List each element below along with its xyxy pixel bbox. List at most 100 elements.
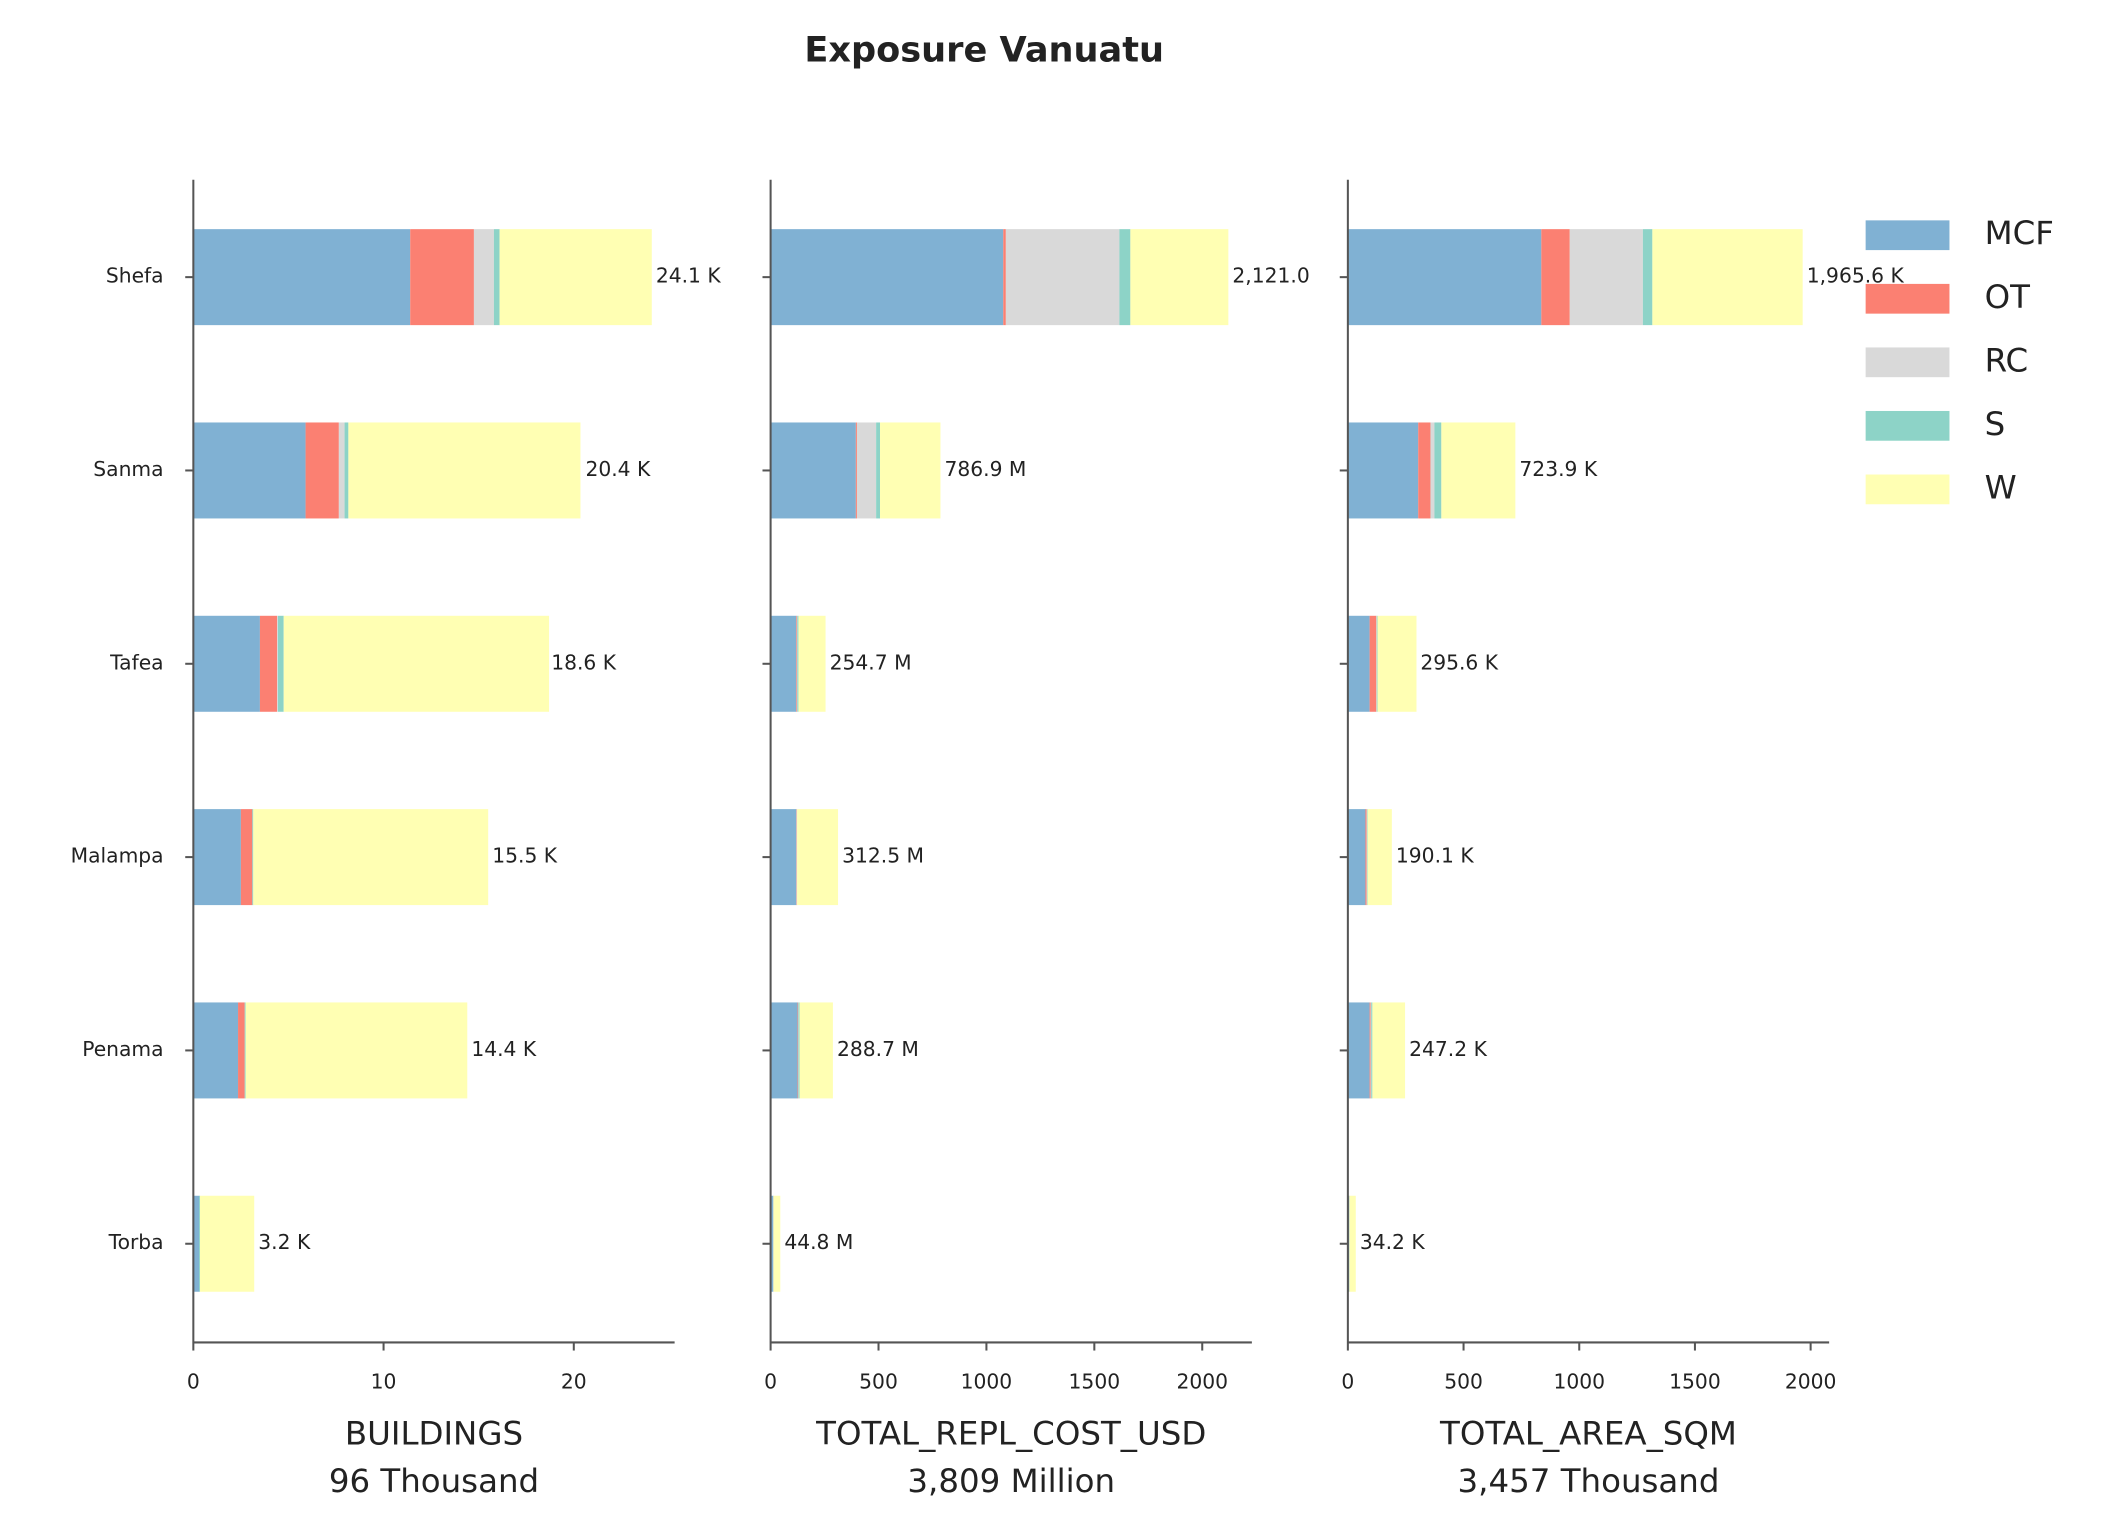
bar-segment bbox=[773, 1195, 781, 1292]
x-tick-label: 1000 bbox=[961, 1369, 1013, 1393]
bar-segment bbox=[1369, 615, 1377, 712]
bar-segment bbox=[348, 422, 581, 519]
bar-segment bbox=[240, 809, 253, 906]
total-label: 295.6 K bbox=[1420, 650, 1498, 674]
bar-segment bbox=[193, 229, 411, 326]
bar-segment bbox=[344, 422, 349, 519]
bar-segment bbox=[1347, 1002, 1370, 1099]
x-tick-label: 20 bbox=[561, 1369, 587, 1393]
total-label: 18.6 K bbox=[551, 650, 617, 674]
legend-label: MCF bbox=[1985, 214, 2054, 252]
bar-segment bbox=[277, 615, 278, 712]
legend-swatch bbox=[1865, 283, 1950, 314]
bar-segment bbox=[1347, 229, 1542, 326]
y-tick-label: Malampa bbox=[71, 844, 164, 868]
bar-segment bbox=[252, 809, 254, 906]
bar-segment bbox=[1003, 229, 1006, 326]
x-tick-label: 2000 bbox=[1785, 1369, 1837, 1393]
bar-segment bbox=[1376, 615, 1378, 712]
bar-segment bbox=[770, 422, 856, 519]
bar-segment bbox=[244, 1002, 246, 1099]
bar-segment bbox=[493, 229, 500, 326]
x-tick-label: 500 bbox=[859, 1369, 898, 1393]
total-label: 190.1 K bbox=[1396, 844, 1474, 868]
bar-segment bbox=[259, 615, 278, 712]
bar-segment bbox=[770, 229, 1004, 326]
bar-segment bbox=[770, 615, 797, 712]
total-label: 20.4 K bbox=[585, 457, 651, 481]
total-label: 3.2 K bbox=[258, 1230, 311, 1254]
x-axis-label: TOTAL_AREA_SQM bbox=[1439, 1415, 1737, 1453]
bar-segment bbox=[876, 422, 881, 519]
x-tick-label: 1500 bbox=[1669, 1369, 1721, 1393]
bar-segment bbox=[193, 615, 260, 712]
legend-label: S bbox=[1985, 405, 2006, 443]
bar-segment bbox=[193, 1002, 239, 1099]
bar-segment bbox=[253, 809, 489, 906]
bar-segment bbox=[1119, 229, 1131, 326]
total-label: 44.8 M bbox=[784, 1230, 853, 1254]
bar-segment bbox=[1349, 1195, 1356, 1292]
chart-title: Exposure Vanuatu bbox=[804, 29, 1164, 70]
bar-segment bbox=[283, 615, 550, 712]
total-label: 312.5 M bbox=[842, 844, 924, 868]
y-tick-label: Tafea bbox=[109, 650, 163, 674]
total-label: 2,121.0 bbox=[1232, 264, 1309, 288]
x-axis-total: 3,809 Million bbox=[907, 1462, 1115, 1500]
x-axis-total: 96 Thousand bbox=[329, 1462, 539, 1500]
bar-segment bbox=[1569, 229, 1643, 326]
bar-segment bbox=[798, 615, 826, 712]
total-label: 723.9 K bbox=[1519, 457, 1597, 481]
bar-segment bbox=[199, 1195, 255, 1292]
bar-segment bbox=[1372, 1002, 1406, 1099]
bar-segment bbox=[199, 1195, 200, 1292]
total-label: 34.2 K bbox=[1360, 1230, 1426, 1254]
bar-segment bbox=[410, 229, 474, 326]
total-label: 1,965.6 K bbox=[1807, 264, 1905, 288]
total-label: 15.5 K bbox=[492, 844, 558, 868]
bar-segment bbox=[798, 1002, 800, 1099]
bar-segment bbox=[193, 422, 306, 519]
bar-segment bbox=[338, 422, 345, 519]
bar-segment bbox=[1541, 229, 1570, 326]
bar-segment bbox=[799, 1002, 833, 1099]
bar-segment bbox=[797, 809, 839, 906]
bar-segment bbox=[1347, 615, 1370, 712]
bar-segment bbox=[499, 229, 652, 326]
legend-swatch bbox=[1865, 220, 1950, 251]
total-label: 786.9 M bbox=[944, 457, 1026, 481]
x-tick-label: 0 bbox=[764, 1369, 777, 1393]
bar-segment bbox=[1418, 422, 1431, 519]
bar-segment bbox=[1377, 615, 1417, 712]
total-label: 14.4 K bbox=[471, 1037, 537, 1061]
total-label: 254.7 M bbox=[830, 650, 912, 674]
bar-segment bbox=[1365, 809, 1367, 906]
total-label: 24.1 K bbox=[656, 264, 722, 288]
legend-label: OT bbox=[1985, 278, 2031, 316]
bar-segment bbox=[856, 422, 877, 519]
bar-segment bbox=[1371, 1002, 1373, 1099]
x-tick-label: 500 bbox=[1444, 1369, 1483, 1393]
bar-segment bbox=[880, 422, 941, 519]
bar-segment bbox=[855, 422, 857, 519]
bar-segment bbox=[1430, 422, 1435, 519]
bar-segment bbox=[1652, 229, 1803, 326]
bar-segment bbox=[770, 809, 797, 906]
y-tick-label: Sanma bbox=[93, 457, 163, 481]
bar-segment bbox=[245, 1002, 468, 1099]
total-label: 288.7 M bbox=[837, 1037, 919, 1061]
bar-segment bbox=[1370, 1002, 1372, 1099]
bar-segment bbox=[1130, 229, 1229, 326]
bar-segment bbox=[305, 422, 339, 519]
bar-segment bbox=[1347, 422, 1419, 519]
bar-segment bbox=[770, 1002, 798, 1099]
y-tick-label: Shefa bbox=[106, 264, 164, 288]
legend-swatch bbox=[1865, 410, 1950, 441]
bar-segment bbox=[193, 1195, 200, 1292]
y-tick-label: Torba bbox=[108, 1230, 164, 1254]
x-tick-label: 1500 bbox=[1069, 1369, 1121, 1393]
legend-label: RC bbox=[1985, 341, 2029, 379]
bar-segment bbox=[473, 229, 494, 326]
x-axis-total: 3,457 Thousand bbox=[1458, 1462, 1720, 1500]
bar-segment bbox=[796, 615, 797, 712]
